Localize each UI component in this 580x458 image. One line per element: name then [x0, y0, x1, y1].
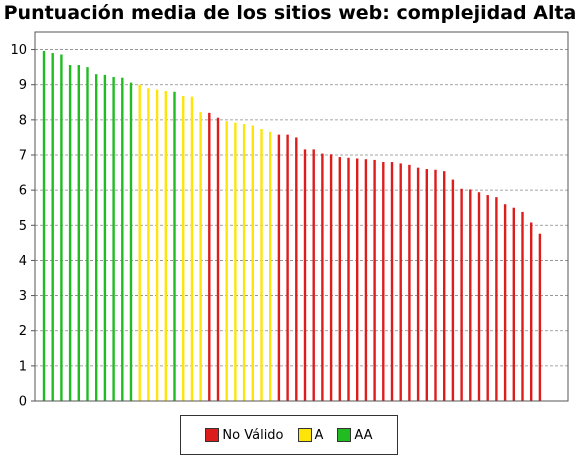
bar [356, 158, 359, 401]
bar [503, 204, 507, 401]
y-tick-label: 0 [19, 395, 27, 410]
bar [364, 159, 368, 401]
bar [477, 192, 481, 401]
bar [530, 222, 533, 401]
bar [486, 195, 489, 401]
bars [42, 50, 542, 402]
bar [277, 134, 281, 401]
bar [234, 122, 237, 402]
legend-item-a: A [297, 427, 324, 443]
bar [443, 171, 446, 401]
bar [460, 188, 463, 401]
legend-swatch-a [297, 428, 312, 442]
bar [216, 117, 220, 401]
bar [242, 124, 246, 401]
bar [60, 54, 63, 402]
bar [129, 82, 133, 402]
bar [103, 74, 107, 402]
bar [147, 88, 150, 401]
legend-label-no-valido: No Válido [222, 427, 284, 443]
bar [295, 137, 298, 401]
bar [521, 211, 524, 401]
bar [121, 77, 124, 401]
bar [312, 149, 315, 401]
y-tick-label: 4 [19, 254, 27, 269]
bar [382, 162, 385, 401]
bar [451, 179, 455, 401]
grid-lines [35, 49, 568, 367]
y-tick-label: 9 [19, 78, 27, 93]
legend-item-no-valido: No Válido [205, 427, 284, 443]
bar [225, 121, 228, 401]
y-tick-label: 7 [19, 149, 27, 164]
bar [51, 53, 54, 402]
bar [199, 112, 202, 401]
legend-item-aa: AA [337, 427, 373, 443]
bar [399, 163, 402, 401]
y-tick-label: 5 [19, 219, 27, 234]
bar [408, 164, 411, 401]
bar [42, 50, 46, 401]
bar [138, 84, 141, 402]
bar [260, 128, 263, 402]
y-tick-label: 2 [19, 324, 27, 339]
y-tick-label: 3 [19, 289, 27, 304]
y-tick-label: 10 [10, 43, 27, 58]
chart-title: Puntuación media de los sitios web: comp… [3, 2, 577, 24]
legend-label-aa: AA [354, 427, 373, 443]
legend-swatch-no-valido [205, 428, 220, 442]
bar [329, 154, 333, 401]
bar [338, 157, 341, 401]
plot-frame [34, 31, 569, 402]
bar [77, 65, 80, 401]
bar [286, 134, 289, 401]
bar [251, 125, 254, 401]
bar [321, 153, 324, 401]
bar [390, 162, 394, 401]
legend-swatch-aa [337, 428, 352, 442]
bar [416, 167, 420, 401]
bar [86, 67, 89, 401]
bar [95, 74, 98, 402]
bar [373, 159, 376, 401]
bar [164, 91, 167, 401]
bar [155, 89, 159, 401]
bar [190, 96, 194, 401]
legend-label-a: A [314, 427, 324, 443]
y-tick-label: 1 [19, 359, 27, 374]
bar [208, 112, 211, 401]
bar [469, 189, 472, 401]
bar [434, 169, 437, 401]
bar [68, 65, 72, 401]
legend: No Válido A AA [180, 415, 398, 455]
bar [303, 149, 307, 401]
bar [512, 207, 515, 401]
bar [425, 169, 428, 401]
y-tick-label: 6 [19, 184, 27, 199]
bar [182, 95, 185, 402]
bar [173, 91, 176, 402]
bar [495, 197, 498, 401]
axes: 0 1 2 3 4 5 6 7 8 9 10 [10, 31, 569, 410]
bar [347, 157, 350, 401]
y-tick-label: 8 [19, 113, 27, 128]
bar [538, 233, 542, 401]
bar [269, 131, 272, 401]
bar [112, 76, 115, 401]
